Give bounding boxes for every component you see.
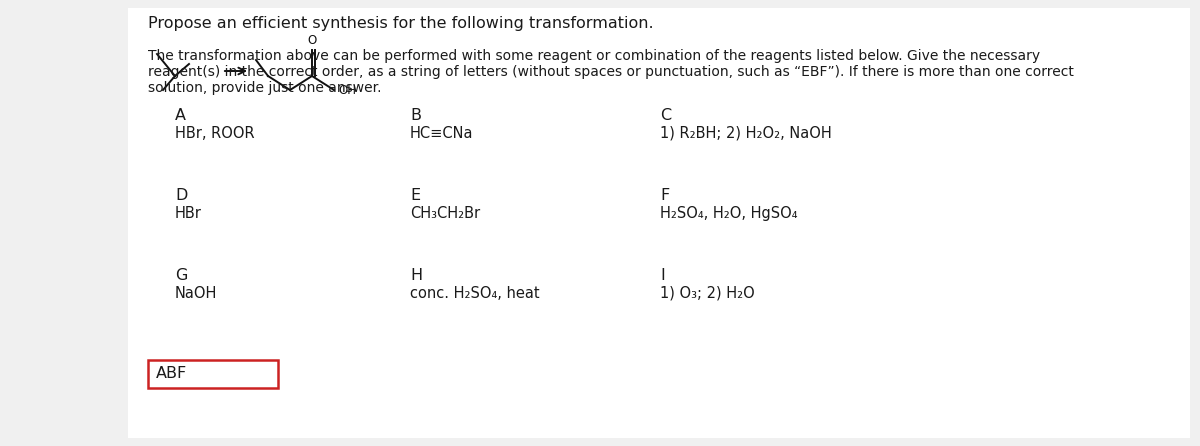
Text: F: F bbox=[660, 188, 670, 203]
Text: NaOH: NaOH bbox=[175, 286, 217, 301]
Text: reagent(s) in the correct order, as a string of letters (without spaces or punct: reagent(s) in the correct order, as a st… bbox=[148, 65, 1074, 79]
Text: ABF: ABF bbox=[156, 367, 187, 381]
Text: CH₃CH₂Br: CH₃CH₂Br bbox=[410, 206, 480, 221]
Text: I: I bbox=[660, 268, 665, 283]
Text: OH: OH bbox=[338, 83, 356, 96]
Text: solution, provide just one answer.: solution, provide just one answer. bbox=[148, 81, 382, 95]
Text: conc. H₂SO₄, heat: conc. H₂SO₄, heat bbox=[410, 286, 540, 301]
FancyBboxPatch shape bbox=[148, 360, 278, 388]
Text: The transformation above can be performed with some reagent or combination of th: The transformation above can be performe… bbox=[148, 49, 1040, 63]
Text: G: G bbox=[175, 268, 187, 283]
Text: HC≡CNa: HC≡CNa bbox=[410, 126, 474, 141]
Text: B: B bbox=[410, 108, 421, 123]
Text: HBr: HBr bbox=[175, 206, 202, 221]
Text: HBr, ROOR: HBr, ROOR bbox=[175, 126, 254, 141]
Text: 1) R₂BH; 2) H₂O₂, NaOH: 1) R₂BH; 2) H₂O₂, NaOH bbox=[660, 126, 832, 141]
Text: C: C bbox=[660, 108, 671, 123]
Text: A: A bbox=[175, 108, 186, 123]
Text: H: H bbox=[410, 268, 422, 283]
Text: E: E bbox=[410, 188, 420, 203]
Text: Propose an efficient synthesis for the following transformation.: Propose an efficient synthesis for the f… bbox=[148, 16, 654, 31]
FancyBboxPatch shape bbox=[128, 8, 1190, 438]
Text: H₂SO₄, H₂O, HgSO₄: H₂SO₄, H₂O, HgSO₄ bbox=[660, 206, 798, 221]
Text: D: D bbox=[175, 188, 187, 203]
Text: O: O bbox=[307, 34, 317, 47]
Text: 1) O₃; 2) H₂O: 1) O₃; 2) H₂O bbox=[660, 286, 755, 301]
